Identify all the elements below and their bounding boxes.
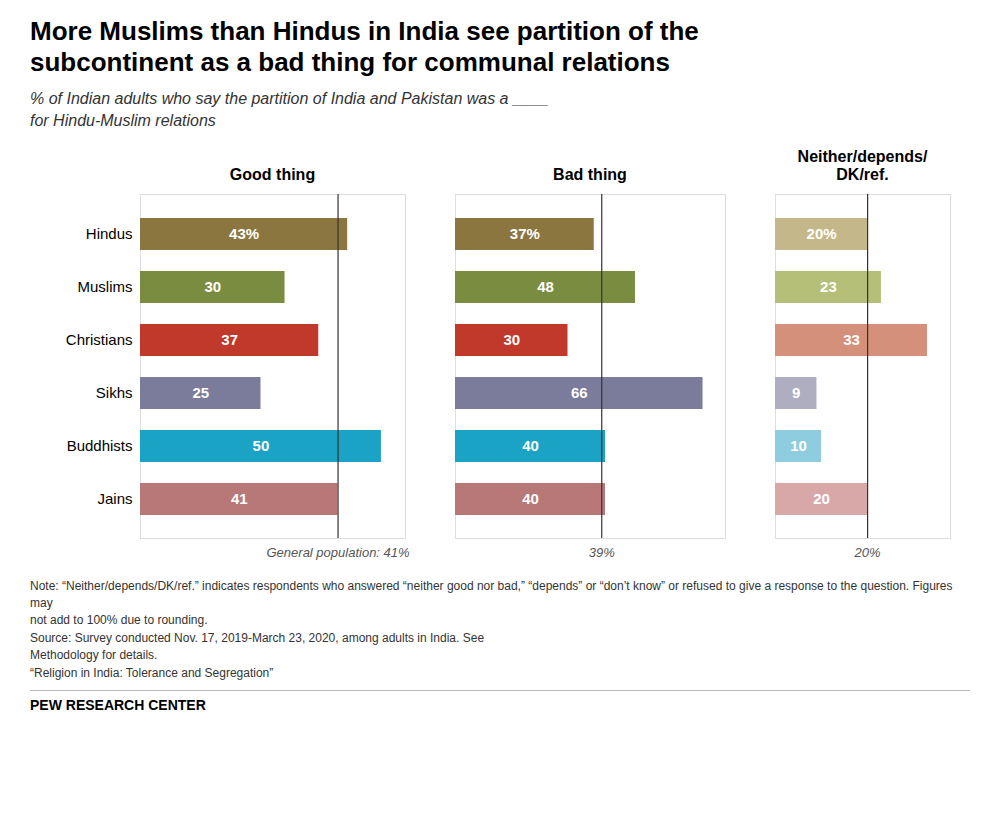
html-text:Neither/depends/ DK/ref.: Neither/depends/ DK/ref. [797,147,928,183]
svg-text:39%: 39% [589,544,615,559]
svg-text:37%: 37% [510,225,540,242]
svg-text:Christians: Christians [66,331,133,348]
html-text:More Muslims than Hindus in In: More Muslims than Hindus in India see pa… [30,16,699,78]
html-text:Bad thing: Bad thing [553,165,627,183]
svg-text:48: 48 [537,278,554,295]
svg-text:Jains: Jains [97,490,132,507]
svg-text:9: 9 [792,384,800,401]
svg-text:25: 25 [192,384,209,401]
svg-text:20: 20 [813,490,830,507]
svg-text:10: 10 [790,437,807,454]
svg-text:Sikhs: Sikhs [96,384,133,401]
svg-text:Muslims: Muslims [78,278,133,295]
svg-text:66: 66 [571,384,588,401]
html-text:Note: “Neither/depends/DK/ref.: Note: “Neither/depends/DK/ref.” indicate… [30,578,953,680]
svg-text:37: 37 [221,331,238,348]
svg-text:Buddhists: Buddhists [67,437,133,454]
svg-text:41: 41 [231,490,248,507]
svg-text:33: 33 [843,331,860,348]
svg-text:20%: 20% [807,225,837,242]
svg-text:43%: 43% [229,225,259,242]
html-text:PEW RESEARCH CENTER: PEW RESEARCH CENTER [30,696,206,713]
svg-text:Hindus: Hindus [86,225,133,242]
svg-text:20%: 20% [854,544,881,559]
html-text:% of Indian adults who say the: % of Indian adults who say the partition… [30,90,549,129]
svg-text:23: 23 [820,278,837,295]
svg-text:30: 30 [204,278,221,295]
html-text:Good thing: Good thing [229,165,316,183]
svg-text:40: 40 [522,490,539,507]
svg-text:General population: 41%: General population: 41% [266,544,409,559]
svg-text:50: 50 [253,437,270,454]
svg-text:30: 30 [503,331,520,348]
svg-text:40: 40 [522,437,539,454]
